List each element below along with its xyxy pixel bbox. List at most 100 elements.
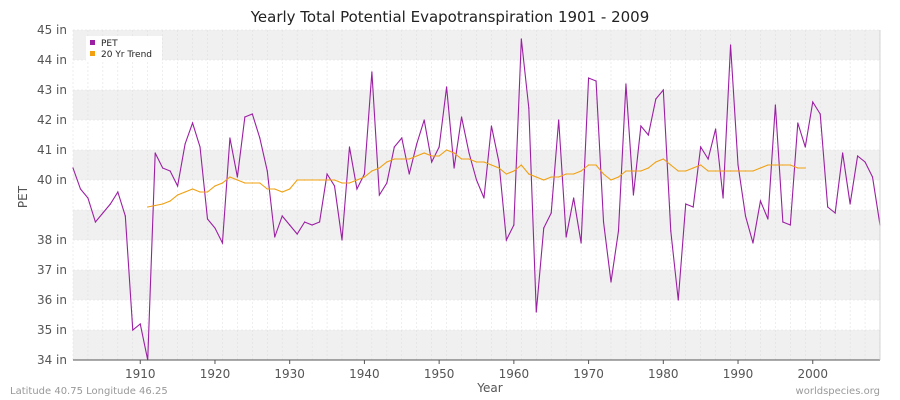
pet-point [393,146,395,148]
trend-point [550,176,552,178]
y-tick-label: 40 in [37,173,67,187]
pet-point [221,242,224,244]
y-tick-label: 41 in [37,143,67,157]
trend-point [221,182,224,184]
trend-point [640,170,642,172]
legend-box [86,36,162,62]
trend-point [632,170,635,172]
pet-point [446,86,448,88]
trend-point [729,170,732,172]
pet-point [139,323,141,325]
trend-point [289,188,291,190]
x-tick-label: 1940 [349,367,380,381]
pet-point [871,176,874,178]
trend-point [446,149,448,151]
pet-point [281,215,283,217]
trend-point [610,179,612,181]
trend-point [513,170,515,172]
trend-point [348,182,351,184]
trend-point [169,200,171,202]
trend-point [759,167,762,169]
trend-point [356,179,358,181]
pet-point [378,194,380,196]
trend-point [199,191,201,193]
trend-point [453,152,455,154]
pet-point [348,146,351,148]
pet-point [214,227,216,229]
pet-point [505,239,507,241]
legend: PET 20 Yr Trend [86,36,162,62]
trend-point [438,155,440,157]
trend-point [191,188,194,190]
pet-point [206,218,209,220]
trend-point [662,158,664,160]
trend-point [423,152,425,154]
pet-point [685,203,687,205]
pet-point [617,230,620,232]
x-tick-label: 1920 [200,367,231,381]
pet-point [453,167,455,169]
grid-lines [72,29,881,361]
pet-point [124,215,126,217]
pet-point [819,113,821,115]
trend-point [804,167,806,169]
pet-point [386,182,388,184]
pet-point [767,218,769,220]
x-tick-label: 1930 [274,367,305,381]
legend-swatch-trend [90,51,95,56]
pet-point [602,221,605,223]
pet-point [610,281,612,283]
pet-point [229,137,231,139]
trend-point [378,167,380,169]
trend-point [498,167,500,169]
pet-point [289,224,291,226]
pet-point [558,119,560,121]
trend-point [214,185,216,187]
chart-title: Yearly Total Potential Evapotranspiratio… [250,8,650,26]
trend-point [266,188,268,190]
pet-point [550,212,552,214]
trend-point [647,167,649,169]
pet-point [363,173,366,175]
pet-point [797,122,799,124]
trend-point [147,206,149,208]
trend-point [318,179,321,181]
pet-point [722,197,724,199]
pet-point [842,152,844,154]
pet-point [431,161,433,163]
pet-point [498,161,500,163]
pet-point [79,188,82,190]
x-tick-label: 1910 [125,367,156,381]
pet-point [132,329,134,331]
trend-point [587,164,590,166]
pet-point [827,206,829,208]
pet-point [483,197,485,199]
trend-point [386,161,388,163]
pet-point [296,233,298,235]
pet-point [737,164,739,166]
pet-point [715,128,717,130]
trend-point [573,173,575,175]
trend-point [565,173,567,175]
pet-point [72,167,74,169]
trend-point [371,170,373,172]
pet-point [490,125,493,127]
trend-point [625,170,627,172]
trend-point [460,158,463,160]
pet-point [475,179,478,181]
trend-point [296,179,298,181]
trend-point [707,170,709,172]
pet-point [236,176,238,178]
y-tick-label: 34 in [37,353,67,367]
trend-point [535,176,537,178]
pet-point [774,104,776,106]
x-axis-label: Year [476,381,502,395]
y-tick-label: 36 in [37,293,67,307]
footer-source: worldspecies.org [796,386,880,397]
pet-point [199,146,201,148]
pet-point [333,185,336,187]
pet-point [587,77,590,79]
pet-point [356,188,358,190]
trend-point [580,170,582,172]
pet-point [580,242,582,244]
